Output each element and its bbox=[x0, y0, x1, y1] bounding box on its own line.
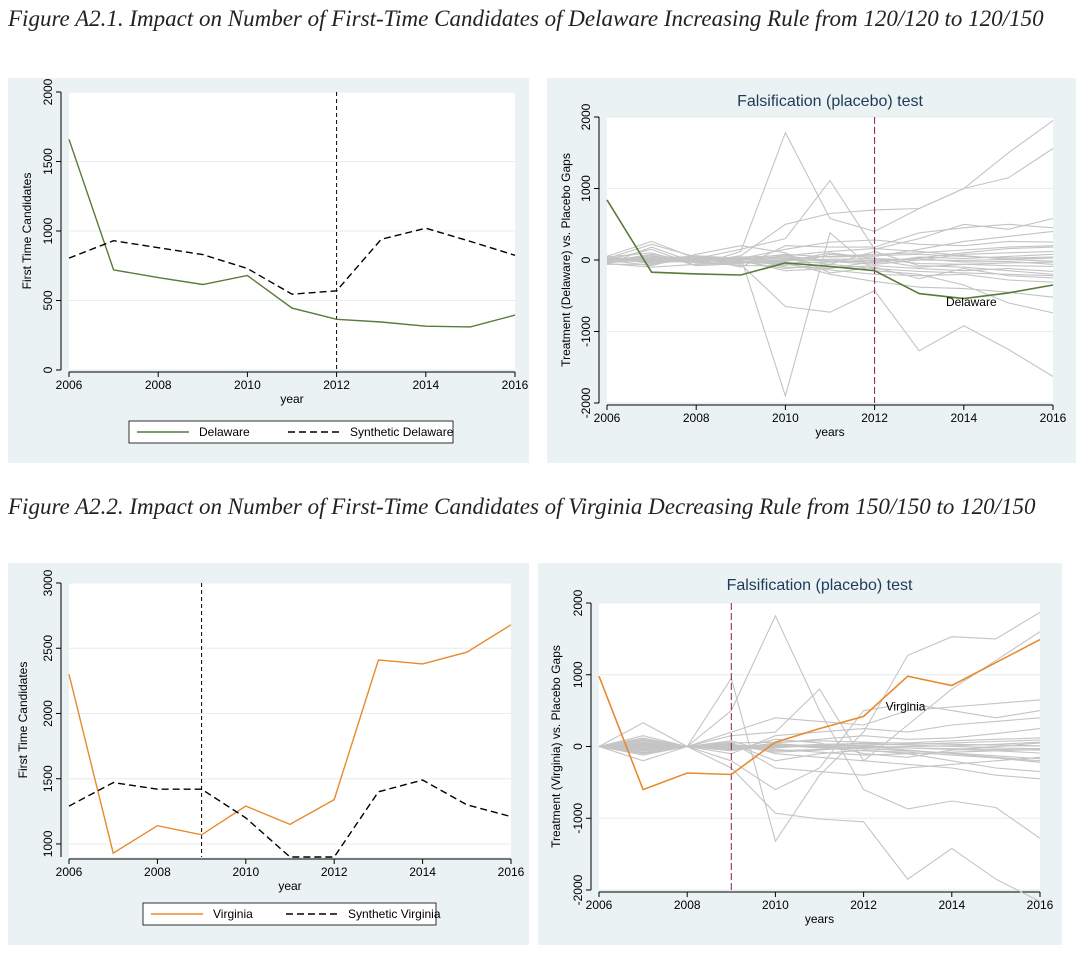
figure-a2-1-left-panel: 2006 2008 2010 2012 2014 2016 0 500 1000 1500 2000… bbox=[8, 78, 529, 463]
x-tick-label: 2012 bbox=[861, 411, 888, 425]
x-axis-title: years bbox=[805, 912, 834, 926]
y-tick-label: -1000 bbox=[571, 803, 585, 834]
chart-title: Falsification (placebo) test bbox=[737, 93, 923, 110]
placebo-gap-line bbox=[598, 745, 1041, 751]
y-tick-label: 1000 bbox=[579, 175, 593, 202]
x-axis-title: years bbox=[815, 425, 844, 439]
x-tick-label: 2010 bbox=[234, 378, 261, 392]
x-tick-label: 2010 bbox=[762, 898, 789, 912]
series-line-synthetic-virginia bbox=[68, 779, 512, 858]
placebo-gap-line bbox=[606, 248, 1054, 263]
y-tick-label: 2000 bbox=[41, 700, 55, 727]
placebo-gap-line bbox=[606, 223, 1054, 268]
y-axis-title: First Time Candidates bbox=[20, 173, 34, 290]
y-tick-label: 1500 bbox=[41, 765, 55, 792]
y-tick-label: 2000 bbox=[579, 103, 593, 130]
series-line-delaware bbox=[68, 139, 516, 328]
y-tick-label: 1000 bbox=[571, 661, 585, 688]
y-axis-title: Treatment (Virginia) vs. Placebo Gaps bbox=[549, 645, 563, 848]
y-tick-label: -1000 bbox=[579, 316, 593, 347]
figure-a2-1-right-panel: Falsification (placebo) test 2006 2008 2010… bbox=[547, 78, 1076, 463]
chart-title: Falsification (placebo) test bbox=[727, 577, 913, 594]
synthetic-control-chart-delaware: 2006 2008 2010 2012 2014 2016 0 500 1000 1500 2000… bbox=[20, 78, 529, 444]
y-tick-label: -2000 bbox=[579, 387, 593, 418]
treated-label: Virginia bbox=[886, 700, 926, 714]
y-tick-label: 0 bbox=[41, 366, 55, 373]
treated-gap-line bbox=[606, 199, 1054, 300]
x-tick-label: 2016 bbox=[498, 865, 525, 879]
y-tick-label: -2000 bbox=[571, 874, 585, 905]
x-tick-label: 2006 bbox=[586, 898, 613, 912]
placebo-gap-line bbox=[598, 744, 1041, 762]
y-tick-label: 0 bbox=[571, 743, 585, 750]
x-tick-label: 2008 bbox=[683, 411, 710, 425]
y-tick-label: 1500 bbox=[41, 148, 55, 175]
placebo-test-chart-delaware: Falsification (placebo) test 2006 2008 2010… bbox=[559, 93, 1067, 439]
x-tick-label: 2008 bbox=[144, 865, 171, 879]
legend-label: Delaware bbox=[199, 425, 250, 439]
x-tick-label: 2016 bbox=[1027, 898, 1054, 912]
x-tick-label: 2014 bbox=[409, 865, 436, 879]
y-tick-label: 1000 bbox=[41, 217, 55, 244]
x-tick-label: 2006 bbox=[56, 378, 83, 392]
x-axis-title: year bbox=[278, 879, 301, 893]
x-tick-label: 2010 bbox=[232, 865, 259, 879]
synthetic-control-chart-virginia: 2006 2008 2010 2012 2014 2016 1000 1500 2000 2500… bbox=[16, 569, 525, 926]
treated-label: Delaware bbox=[946, 295, 997, 309]
x-tick-label: 2006 bbox=[56, 865, 83, 879]
y-tick-label: 2500 bbox=[41, 635, 55, 662]
y-tick-label: 500 bbox=[41, 290, 55, 310]
series-line-synthetic-delaware bbox=[68, 227, 516, 295]
placebo-gap-line bbox=[598, 699, 1041, 748]
placebo-gap-line bbox=[606, 246, 1054, 272]
x-tick-label: 2012 bbox=[850, 898, 877, 912]
y-tick-label: 0 bbox=[579, 256, 593, 263]
y-tick-label: 2000 bbox=[41, 78, 55, 105]
placebo-gap-line bbox=[598, 611, 1041, 843]
placebo-gap-line bbox=[606, 258, 1054, 265]
x-tick-label: 2014 bbox=[950, 411, 977, 425]
placebo-gap-line bbox=[598, 743, 1041, 760]
x-tick-label: 2012 bbox=[321, 865, 348, 879]
x-tick-label: 2014 bbox=[938, 898, 965, 912]
series-line-virginia bbox=[68, 624, 512, 855]
figure-a2-1-caption: Figure A2.1. Impact on Number of First-T… bbox=[8, 6, 1044, 31]
x-tick-label: 2016 bbox=[1040, 411, 1067, 425]
placebo-gap-line bbox=[606, 261, 1054, 298]
y-tick-label: 1000 bbox=[41, 830, 55, 857]
legend-label: Synthetic Delaware bbox=[350, 425, 454, 439]
y-tick-label: 3000 bbox=[41, 569, 55, 596]
x-tick-label: 2008 bbox=[145, 378, 172, 392]
placebo-gap-line bbox=[598, 739, 1041, 750]
x-tick-label: 2016 bbox=[502, 378, 529, 392]
x-tick-label: 2012 bbox=[323, 378, 350, 392]
figure-a2-2-left-panel: 2006 2008 2010 2012 2014 2016 1000 1500 2000 2500… bbox=[8, 563, 529, 945]
x-tick-label: 2014 bbox=[412, 378, 439, 392]
figure-a2-2-right-panel: Falsification (placebo) test 2006 2008 2010… bbox=[538, 563, 1062, 945]
placebo-gap-line bbox=[598, 744, 1041, 754]
x-tick-label: 2010 bbox=[772, 411, 799, 425]
figure-a2-2-caption: Figure A2.2. Impact on Number of First-T… bbox=[8, 494, 1036, 519]
placebo-test-chart-virginia: Falsification (placebo) test 2006 2008 2010… bbox=[549, 577, 1054, 926]
treated-gap-line bbox=[598, 638, 1041, 791]
legend-label: Virginia bbox=[213, 907, 253, 921]
y-axis-title: First Time Candidates bbox=[16, 662, 30, 779]
placebo-gap-line bbox=[606, 257, 1054, 262]
y-axis-title: Treatment (Delaware) vs. Placebo Gaps bbox=[559, 153, 573, 367]
placebo-gap-line bbox=[598, 739, 1041, 748]
y-tick-label: 2000 bbox=[571, 589, 585, 616]
x-tick-label: 2008 bbox=[674, 898, 701, 912]
x-axis-title: year bbox=[280, 392, 303, 406]
legend-label: Synthetic Virginia bbox=[348, 907, 441, 921]
plot-area bbox=[69, 583, 511, 857]
x-tick-label: 2006 bbox=[594, 411, 621, 425]
